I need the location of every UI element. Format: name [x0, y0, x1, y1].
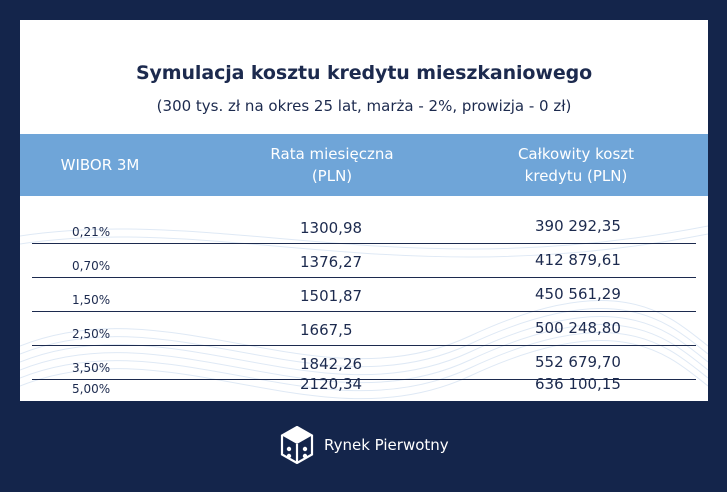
rynek-pierwotny-logo-icon	[280, 426, 314, 464]
table-row: 1,50% 1501,87 450 561,29	[20, 277, 708, 311]
cell-total: 450 561,29	[535, 285, 621, 303]
cell-monthly: 1842,26	[300, 355, 363, 373]
column-header-monthly-line2: (PLN)	[311, 167, 353, 185]
column-header-monthly: Rata miesięczna (PLN)	[236, 134, 428, 196]
footer-branding: Rynek Pierwotny	[280, 426, 449, 464]
cell-total: 636 100,15	[535, 375, 621, 393]
row-divider	[32, 379, 696, 380]
row-divider	[32, 277, 696, 278]
cell-monthly: 1501,87	[300, 287, 363, 305]
table-row: 0,21% 1300,98 390 292,35	[20, 209, 708, 243]
cell-monthly: 1300,98	[300, 219, 363, 237]
row-divider	[32, 311, 696, 312]
row-divider	[32, 243, 696, 244]
table-row: 0,70% 1376,27 412 879,61	[20, 243, 708, 277]
cell-wibor: 0,21%	[72, 225, 111, 239]
cell-total: 500 248,80	[535, 319, 621, 337]
table-title: Symulacja kosztu kredytu mieszkaniowego	[135, 62, 593, 84]
cell-wibor: 2,50%	[72, 327, 111, 341]
table-row: 3,50% 1842,26 552 679,70	[20, 345, 708, 379]
column-header-wibor: WIBOR 3M	[20, 134, 180, 196]
column-header-wibor-label: WIBOR 3M	[60, 156, 140, 174]
cell-wibor: 5,00%	[72, 382, 111, 396]
cell-monthly: 1667,5	[300, 321, 353, 339]
cell-wibor: 1,50%	[72, 293, 111, 307]
cell-total: 552 679,70	[535, 353, 621, 371]
table-row: 2,50% 1667,5 500 248,80	[20, 311, 708, 345]
cell-wibor: 3,50%	[72, 361, 111, 375]
cell-total: 412 879,61	[535, 251, 621, 269]
row-divider	[32, 345, 696, 346]
column-header-monthly-line1: Rata miesięczna	[270, 145, 394, 163]
column-header-total-line2: kredytu (PLN)	[524, 167, 628, 185]
cell-wibor: 0,70%	[72, 259, 111, 273]
column-header-total: Całkowity koszt kredytu (PLN)	[470, 134, 682, 196]
table-header: WIBOR 3M Rata miesięczna (PLN) Całkowity…	[20, 134, 708, 196]
column-header-total-line1: Całkowity koszt	[517, 145, 635, 163]
cell-total: 390 292,35	[535, 217, 621, 235]
brand-name: Rynek Pierwotny	[324, 436, 449, 454]
cell-monthly: 1376,27	[300, 253, 363, 271]
cell-monthly: 2120,34	[300, 375, 363, 393]
table-subtitle: (300 tys. zł na okres 25 lat, marża - 2%…	[156, 97, 572, 115]
simulation-table-card: Symulacja kosztu kredytu mieszkaniowego …	[20, 20, 708, 401]
table-row: 5,00% 2120,34 636 100,15	[20, 375, 708, 401]
